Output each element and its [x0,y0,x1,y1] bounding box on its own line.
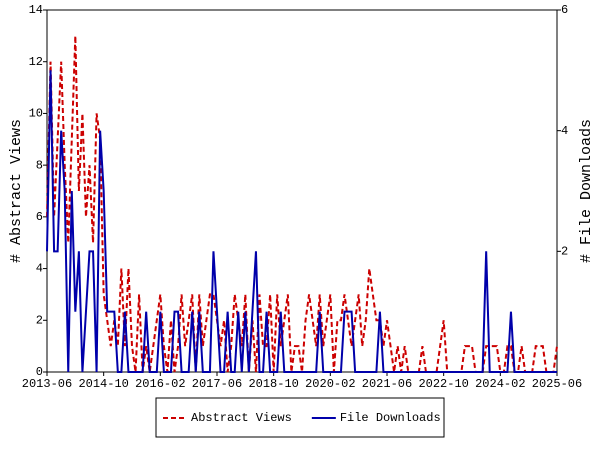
y-tick-label: 12 [29,55,43,69]
x-tick-label: 2020-02 [305,377,355,391]
y-tick-label: 10 [29,107,43,121]
y-tick-label: 2 [36,313,43,327]
x-tick-label: 2021-06 [362,377,412,391]
x-tick-label: 2016-02 [135,377,185,391]
y-tick-label: 0 [36,365,43,379]
x-tick-label: 2017-06 [192,377,242,391]
y-tick-label: 6 [36,210,43,224]
x-tick-label: 2018-10 [248,377,298,391]
x-tick-label: 2025-06 [532,377,582,391]
x-tick-label: 2013-06 [22,377,72,391]
plot-frame [46,9,558,373]
x-tick-label: 2014-10 [78,377,128,391]
legend-label: Abstract Views [191,411,292,425]
y-tick-label: 8 [36,158,43,172]
y2-tick-label: 6 [561,3,568,17]
x-tick-label: 2024-02 [475,377,525,391]
y2-axis-title: # File Downloads [578,119,595,263]
y-tick-label: 4 [36,262,43,276]
series-line [46,70,557,373]
legend-label: File Downloads [340,411,441,425]
y2-tick-label: 4 [561,124,568,138]
x-tick-label: 2022-10 [418,377,468,391]
y-tick-label: 14 [29,3,43,17]
legend-box [155,397,445,438]
y-axis-title: # Abstract Views [8,119,25,263]
y2-tick-label: 2 [561,245,568,259]
